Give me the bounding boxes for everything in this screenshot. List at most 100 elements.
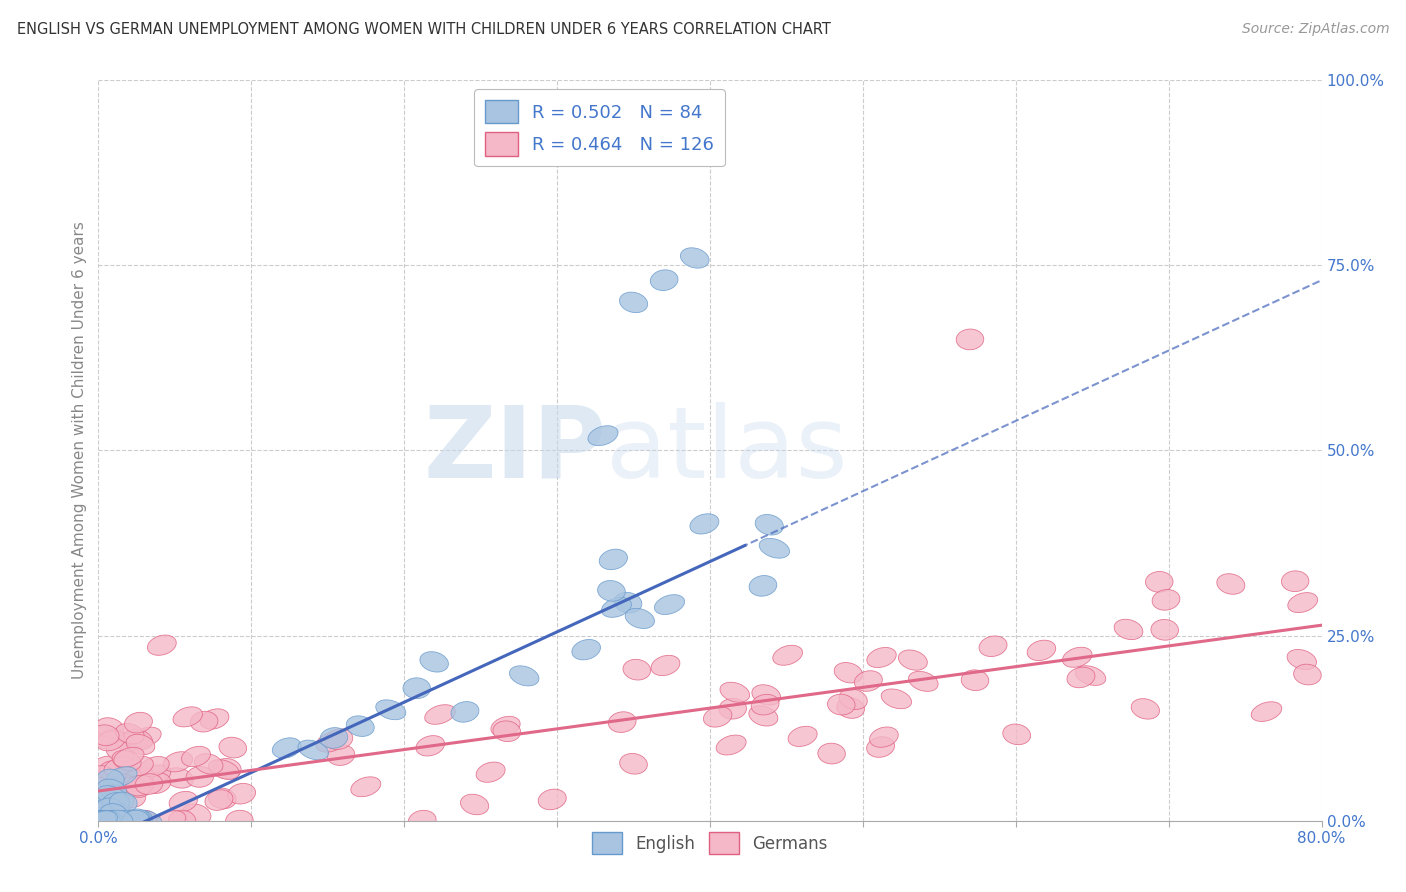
Ellipse shape bbox=[620, 754, 647, 774]
Ellipse shape bbox=[89, 811, 120, 830]
Ellipse shape bbox=[98, 811, 129, 830]
Ellipse shape bbox=[425, 705, 456, 724]
Ellipse shape bbox=[1063, 648, 1092, 667]
Ellipse shape bbox=[105, 810, 134, 831]
Ellipse shape bbox=[759, 539, 790, 558]
Ellipse shape bbox=[96, 729, 125, 748]
Ellipse shape bbox=[1152, 619, 1178, 640]
Ellipse shape bbox=[115, 723, 143, 744]
Ellipse shape bbox=[96, 718, 124, 739]
Ellipse shape bbox=[599, 549, 627, 570]
Ellipse shape bbox=[538, 789, 567, 810]
Ellipse shape bbox=[789, 726, 817, 747]
Ellipse shape bbox=[181, 747, 211, 766]
Ellipse shape bbox=[716, 735, 747, 755]
Ellipse shape bbox=[122, 771, 150, 791]
Ellipse shape bbox=[143, 772, 172, 793]
Ellipse shape bbox=[408, 810, 436, 831]
Ellipse shape bbox=[173, 706, 202, 727]
Ellipse shape bbox=[908, 672, 938, 691]
Ellipse shape bbox=[124, 729, 152, 749]
Ellipse shape bbox=[375, 700, 406, 720]
Ellipse shape bbox=[837, 698, 865, 718]
Text: ENGLISH VS GERMAN UNEMPLOYMENT AMONG WOMEN WITH CHILDREN UNDER 6 YEARS CORRELATI: ENGLISH VS GERMAN UNEMPLOYMENT AMONG WOM… bbox=[17, 22, 831, 37]
Ellipse shape bbox=[225, 810, 253, 831]
Ellipse shape bbox=[620, 293, 648, 312]
Ellipse shape bbox=[749, 575, 776, 596]
Ellipse shape bbox=[141, 765, 170, 785]
Ellipse shape bbox=[121, 810, 149, 831]
Ellipse shape bbox=[112, 810, 141, 831]
Ellipse shape bbox=[108, 810, 136, 831]
Ellipse shape bbox=[749, 706, 778, 726]
Ellipse shape bbox=[93, 810, 120, 831]
Ellipse shape bbox=[404, 678, 430, 698]
Ellipse shape bbox=[898, 650, 928, 670]
Ellipse shape bbox=[1028, 640, 1056, 661]
Ellipse shape bbox=[169, 810, 195, 831]
Ellipse shape bbox=[112, 764, 142, 785]
Ellipse shape bbox=[703, 706, 733, 727]
Ellipse shape bbox=[134, 811, 162, 830]
Ellipse shape bbox=[103, 803, 129, 823]
Ellipse shape bbox=[84, 795, 114, 815]
Ellipse shape bbox=[104, 771, 135, 790]
Ellipse shape bbox=[609, 712, 636, 732]
Ellipse shape bbox=[720, 682, 749, 702]
Ellipse shape bbox=[89, 770, 118, 790]
Ellipse shape bbox=[773, 645, 803, 665]
Ellipse shape bbox=[114, 810, 142, 831]
Ellipse shape bbox=[1152, 590, 1180, 610]
Ellipse shape bbox=[602, 598, 631, 617]
Ellipse shape bbox=[962, 670, 988, 690]
Ellipse shape bbox=[120, 810, 148, 831]
Ellipse shape bbox=[125, 767, 153, 788]
Ellipse shape bbox=[752, 685, 780, 705]
Ellipse shape bbox=[135, 773, 163, 795]
Ellipse shape bbox=[690, 514, 718, 534]
Ellipse shape bbox=[321, 728, 347, 748]
Ellipse shape bbox=[1294, 665, 1322, 685]
Ellipse shape bbox=[122, 809, 150, 830]
Ellipse shape bbox=[169, 791, 197, 812]
Ellipse shape bbox=[614, 592, 643, 613]
Ellipse shape bbox=[163, 752, 193, 772]
Ellipse shape bbox=[104, 756, 135, 776]
Ellipse shape bbox=[598, 581, 626, 601]
Ellipse shape bbox=[200, 709, 229, 729]
Ellipse shape bbox=[104, 794, 134, 814]
Ellipse shape bbox=[91, 810, 118, 831]
Ellipse shape bbox=[509, 665, 538, 686]
Ellipse shape bbox=[93, 811, 121, 830]
Ellipse shape bbox=[228, 783, 256, 804]
Ellipse shape bbox=[654, 595, 685, 615]
Ellipse shape bbox=[100, 810, 128, 831]
Ellipse shape bbox=[127, 734, 155, 755]
Ellipse shape bbox=[91, 810, 118, 831]
Ellipse shape bbox=[1251, 702, 1282, 722]
Ellipse shape bbox=[117, 811, 146, 830]
Y-axis label: Unemployment Among Women with Children Under 6 years: Unemployment Among Women with Children U… bbox=[72, 221, 87, 680]
Ellipse shape bbox=[86, 807, 115, 827]
Ellipse shape bbox=[118, 810, 145, 831]
Ellipse shape bbox=[93, 811, 122, 830]
Ellipse shape bbox=[91, 725, 120, 746]
Ellipse shape bbox=[1114, 619, 1143, 640]
Ellipse shape bbox=[979, 636, 1007, 657]
Ellipse shape bbox=[190, 711, 218, 732]
Ellipse shape bbox=[101, 810, 128, 831]
Ellipse shape bbox=[97, 779, 127, 799]
Ellipse shape bbox=[219, 737, 246, 758]
Ellipse shape bbox=[420, 652, 449, 672]
Ellipse shape bbox=[1281, 571, 1309, 591]
Ellipse shape bbox=[93, 811, 122, 830]
Ellipse shape bbox=[866, 737, 894, 757]
Ellipse shape bbox=[298, 740, 329, 760]
Ellipse shape bbox=[103, 778, 134, 798]
Ellipse shape bbox=[186, 766, 214, 788]
Ellipse shape bbox=[90, 811, 120, 830]
Ellipse shape bbox=[461, 794, 489, 814]
Ellipse shape bbox=[89, 811, 120, 830]
Ellipse shape bbox=[451, 702, 479, 723]
Ellipse shape bbox=[1067, 667, 1095, 688]
